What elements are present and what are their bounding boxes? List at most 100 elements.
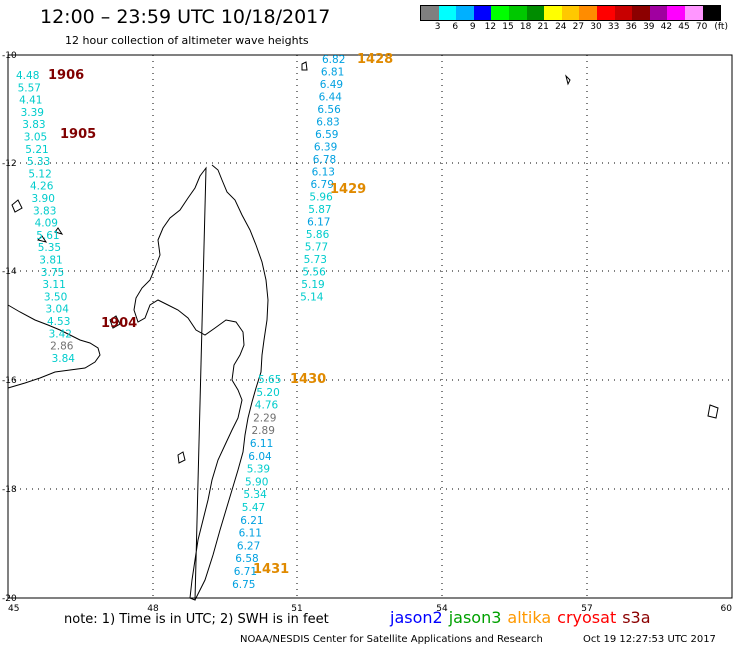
color-swatch xyxy=(526,6,545,20)
wave-height-value: 6.58 xyxy=(235,553,258,565)
tick-labels: 45 48 51 54 57 60 -10 -12 -14 -16 -18 -20 xyxy=(2,51,732,614)
color-swatch xyxy=(702,6,721,20)
wave-height-value: 2.86 xyxy=(50,341,74,353)
color-swatch xyxy=(632,6,650,20)
lon-tick-label: 45 xyxy=(8,604,19,614)
wave-height-value: 2.29 xyxy=(253,412,276,424)
lon-tick-label: 57 xyxy=(581,604,592,614)
mayotte-island xyxy=(109,315,121,329)
gridlines xyxy=(8,55,732,598)
wave-height-value: 6.75 xyxy=(232,579,255,591)
wave-height-value: 3.90 xyxy=(32,193,55,205)
color-scale-label: 70 xyxy=(695,22,708,32)
lat-tick-label: -12 xyxy=(2,159,17,169)
wave-height-value: 6.56 xyxy=(317,104,341,116)
wave-height-value: 5.86 xyxy=(306,229,330,241)
seychelles-island xyxy=(565,74,571,86)
madagascar-coastline xyxy=(133,164,269,601)
wave-height-value: 5.35 xyxy=(38,242,61,254)
wave-height-value: 5.20 xyxy=(256,387,279,399)
track-pass-label: 1429 xyxy=(330,182,366,197)
wave-height-value: 3.05 xyxy=(24,132,47,144)
credit-line: NOAA/NESDIS Center for Satellite Applica… xyxy=(240,634,543,645)
track-pass-label: 1904 xyxy=(101,316,137,331)
wave-height-value: 6.71 xyxy=(234,566,257,578)
wave-height-value: 6.21 xyxy=(240,515,263,527)
lon-tick-label: 60 xyxy=(721,604,733,614)
track-pass-label: 1905 xyxy=(60,127,96,142)
wave-height-value: 4.09 xyxy=(35,218,58,230)
wave-height-value: 5.21 xyxy=(25,144,48,156)
wave-height-value: 6.81 xyxy=(321,67,344,79)
wave-height-value: 3.75 xyxy=(41,267,64,279)
color-scale-label: 21 xyxy=(537,22,549,32)
wave-height-value: 4.53 xyxy=(47,316,70,328)
lon-tick-label: 48 xyxy=(147,604,159,614)
color-scale-label: 36 xyxy=(625,22,637,32)
color-swatch xyxy=(667,6,685,20)
color-swatch xyxy=(614,6,633,20)
africa-coastline xyxy=(7,304,101,389)
generated-timestamp: Oct 19 12:27:53 UTC 2017 xyxy=(583,634,716,645)
mauritius-island xyxy=(707,404,719,419)
wave-height-value: 4.41 xyxy=(19,95,42,107)
color-scale-label: 27 xyxy=(572,22,585,32)
track-pass-label: 1430 xyxy=(290,372,326,387)
wave-height-value: 5.61 xyxy=(36,230,59,242)
wave-height-value: 3.84 xyxy=(52,353,76,365)
wave-height-value: 4.76 xyxy=(255,400,279,412)
wave-height-value: 5.73 xyxy=(304,254,327,266)
color-scale-bar xyxy=(420,5,722,21)
color-scale-label: 3 xyxy=(434,22,441,32)
color-swatch xyxy=(649,6,668,20)
wave-height-value: 4.48 xyxy=(16,70,39,82)
legend-s3a: s3a xyxy=(622,608,651,627)
wave-height-value: 3.81 xyxy=(39,255,62,267)
europa-island xyxy=(177,451,186,464)
color-swatch xyxy=(544,6,562,20)
wave-height-value: 4.26 xyxy=(30,181,54,193)
wave-height-value: 6.04 xyxy=(248,451,272,463)
map-frame xyxy=(7,54,733,599)
lat-tick-label: -18 xyxy=(2,485,17,495)
wave-height-value: 3.39 xyxy=(21,107,44,119)
wave-height-value: 6.27 xyxy=(237,540,260,552)
wave-height-value: 3.50 xyxy=(44,291,67,303)
chart-title: 12:00 – 23:59 UTC 10/18/2017 xyxy=(40,6,331,28)
wave-height-value: 5.90 xyxy=(245,476,268,488)
track-pass-label: 1431 xyxy=(253,562,289,577)
wave-height-value: 3.42 xyxy=(49,328,72,340)
lat-tick-label: -20 xyxy=(2,594,17,604)
color-scale-label: 45 xyxy=(678,22,690,32)
altimeter-tracks: 19064.485.574.413.393.833.055.215.335.12… xyxy=(16,52,393,591)
wave-height-value: 3.11 xyxy=(42,279,65,291)
lat-tick-label: -16 xyxy=(2,376,17,386)
color-swatch xyxy=(684,6,703,20)
color-scale-label: 30 xyxy=(590,22,602,32)
color-swatch xyxy=(596,6,615,20)
color-swatch xyxy=(561,6,580,20)
wave-height-value: 5.12 xyxy=(28,168,51,180)
lat-tick-label: -14 xyxy=(2,267,17,277)
legend-jason2: jason2 xyxy=(390,608,443,627)
wave-height-value: 6.79 xyxy=(311,179,334,191)
color-swatch xyxy=(456,6,474,20)
wave-height-value: 5.87 xyxy=(308,204,331,216)
wave-height-value: 2.89 xyxy=(252,425,275,437)
color-scale-label: 9 xyxy=(469,22,476,32)
wave-height-value: 5.77 xyxy=(305,242,328,254)
wave-height-value: 5.56 xyxy=(302,267,326,279)
legend-jason3: jason3 xyxy=(448,608,502,627)
wave-height-value: 5.47 xyxy=(242,502,265,514)
color-scale-label: 42 xyxy=(660,22,673,32)
wave-height-value: 3.83 xyxy=(33,205,56,217)
track-pass-label: 1906 xyxy=(48,68,84,83)
wave-height-value: 3.83 xyxy=(22,119,45,131)
color-scale-label: 18 xyxy=(519,22,532,32)
comoros-islands xyxy=(11,199,64,243)
wave-height-value: 6.13 xyxy=(312,167,335,179)
color-scale-labels: 3 6 9 12 15 18 21 24 27 30 33 36 39 42 45 70 (ft) xyxy=(420,22,740,34)
wave-height-value: 5.14 xyxy=(300,292,324,304)
color-scale-label: 6 xyxy=(452,22,459,32)
wave-height-value: 6.11 xyxy=(239,528,262,540)
